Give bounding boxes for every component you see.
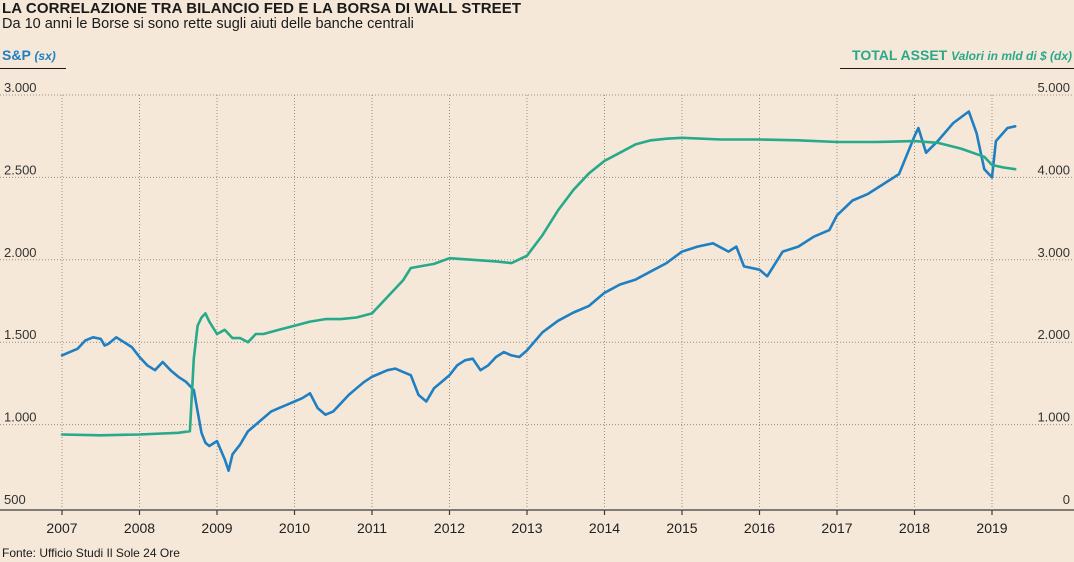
- x-tick-label: 2017: [821, 520, 852, 536]
- right-label-rule: [840, 68, 1074, 69]
- left-label-rule: [0, 68, 66, 69]
- x-tick-label: 2014: [589, 520, 620, 536]
- left-tick-label: 500: [4, 492, 26, 507]
- x-tick-label: 2013: [511, 520, 542, 536]
- x-tick-label: 2018: [899, 520, 930, 536]
- left-tick-label: 2.000: [4, 245, 37, 260]
- left-tick-label: 3.000: [4, 80, 37, 95]
- x-tick-label: 2008: [124, 520, 155, 536]
- x-tick-label: 2009: [201, 520, 232, 536]
- right-axis-name: TOTAL ASSET: [852, 47, 948, 63]
- source-note: Fonte: Ufficio Studi Il Sole 24 Ore: [2, 546, 180, 560]
- x-tick-label: 2019: [976, 520, 1007, 536]
- right-tick-label: 1.000: [1037, 410, 1070, 425]
- left-axis-name: S&P: [2, 47, 31, 63]
- x-tick-label: 2007: [46, 520, 77, 536]
- sp-line: [60, 110, 1017, 472]
- right-axis-note: Valori in mld di $ (dx): [951, 49, 1072, 63]
- right-tick-label: 5.000: [1037, 80, 1070, 95]
- total-asset-line: [60, 136, 1017, 437]
- x-tick-label: 2012: [434, 520, 465, 536]
- left-tick-label: 1.500: [4, 327, 37, 342]
- left-axis-label: S&P (sx): [2, 47, 56, 63]
- left-tick-label: 2.500: [4, 162, 37, 177]
- right-tick-label: 3.000: [1037, 245, 1070, 260]
- right-tick-label: 2.000: [1037, 327, 1070, 342]
- x-tick-label: 2015: [666, 520, 697, 536]
- left-tick-label: 1.000: [4, 410, 37, 425]
- x-tick-label: 2016: [744, 520, 775, 536]
- x-tick-label: 2011: [357, 520, 387, 536]
- right-tick-label: 4.000: [1037, 162, 1070, 177]
- x-tick-label: 2010: [279, 520, 310, 536]
- chart-subtitle: Da 10 anni le Borse si sono rette sugli …: [2, 16, 414, 32]
- left-axis-note: (sx): [34, 49, 56, 63]
- chart-title: LA CORRELAZIONE TRA BILANCIO FED E LA BO…: [2, 0, 522, 17]
- right-tick-label: 0: [1063, 492, 1070, 507]
- right-axis-label: TOTAL ASSET Valori in mld di $ (dx): [852, 47, 1072, 63]
